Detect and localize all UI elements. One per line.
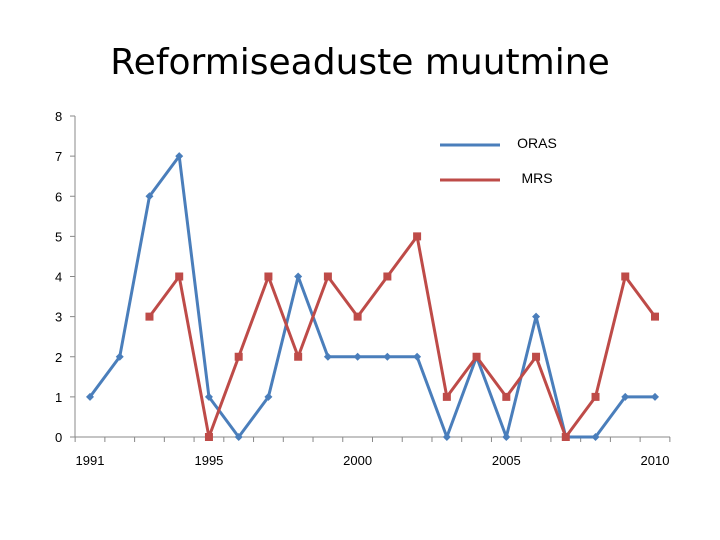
data-point [561, 433, 570, 441]
axes: 0 1 2 3 4 5 6 7 8 1991 1995 2000 2005 2010 [55, 109, 671, 468]
data-point [323, 272, 332, 281]
y-tick-label: 3 [55, 310, 62, 325]
data-point [472, 352, 481, 361]
data-point [234, 352, 243, 361]
data-point [621, 392, 630, 401]
data-point [442, 433, 451, 441]
data-point [145, 192, 154, 201]
data-point [591, 433, 600, 441]
data-point [115, 352, 124, 361]
x-tick-label: 2000 [343, 453, 372, 468]
legend-label-mrs: MRS [521, 170, 552, 186]
data-point [86, 392, 94, 401]
data-point [323, 352, 332, 361]
x-tick-label: 2010 [641, 453, 670, 468]
y-tick-label: 6 [55, 189, 62, 204]
y-tick-label: 7 [55, 149, 62, 164]
legend-label-oras: ORAS [517, 135, 557, 151]
data-point [204, 433, 213, 441]
y-tick-label: 0 [55, 430, 62, 445]
y-tick-label: 5 [55, 229, 62, 244]
data-point [383, 352, 392, 361]
data-point [175, 272, 184, 281]
series-mrs [145, 232, 659, 441]
data-point [353, 352, 362, 361]
data-point [502, 433, 511, 441]
data-point [204, 392, 213, 401]
legend: ORAS MRS [440, 135, 557, 186]
data-point [175, 152, 184, 161]
y-tick-label: 8 [55, 109, 62, 124]
x-tick-label: 1991 [76, 453, 105, 468]
data-point [442, 392, 451, 401]
data-point [621, 272, 630, 281]
data-point [383, 272, 392, 281]
data-point [294, 272, 303, 281]
y-tick-label: 2 [55, 350, 62, 365]
data-point [353, 312, 362, 321]
data-point [264, 392, 273, 401]
series-oras [86, 152, 659, 441]
data-point [532, 312, 541, 321]
y-tick-label: 1 [55, 390, 62, 405]
data-point [264, 272, 273, 281]
data-point [234, 433, 243, 441]
series-line-mrs [148, 234, 657, 439]
data-point [651, 312, 659, 321]
chart-title: Reformiseaduste muutmine [110, 42, 610, 83]
data-point [532, 352, 541, 361]
x-tick-label: 2005 [492, 453, 521, 468]
data-point [294, 352, 303, 361]
data-point [413, 352, 422, 361]
data-point [502, 392, 511, 401]
y-tick-label: 4 [55, 270, 62, 285]
series-line-oras [88, 154, 655, 439]
x-tick-label: 1995 [194, 453, 223, 468]
data-point [651, 392, 659, 401]
data-point [591, 392, 600, 401]
data-point [145, 312, 154, 321]
series-layer [86, 152, 659, 441]
data-point [413, 232, 422, 241]
